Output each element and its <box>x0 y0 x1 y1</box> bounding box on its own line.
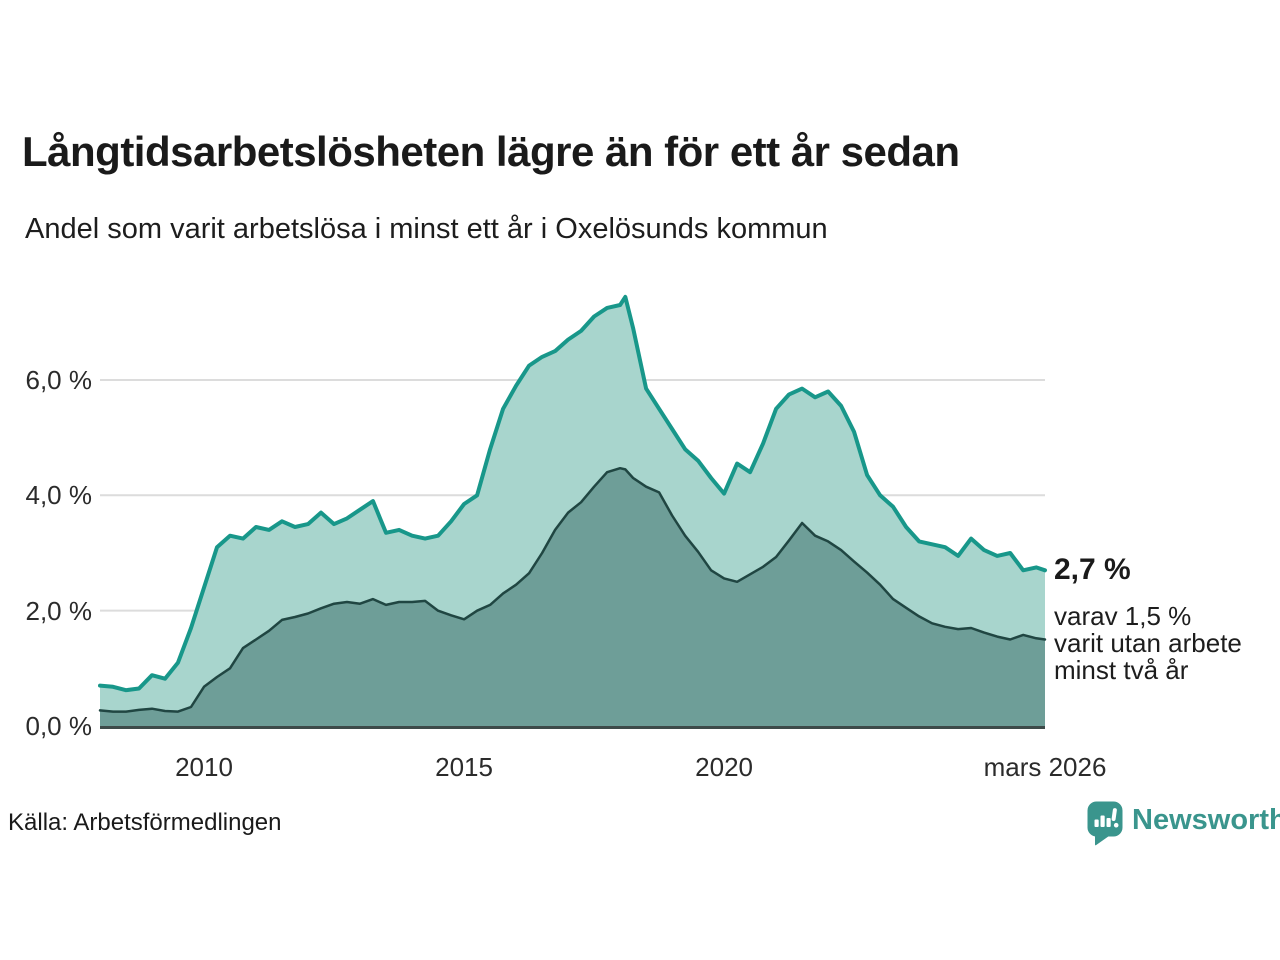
newsworthy-logo-icon <box>1087 801 1123 846</box>
x-tick-label: mars 2026 <box>983 752 1107 782</box>
x-tick-label: 2020 <box>695 752 754 782</box>
line-two-years <box>98 466 1047 713</box>
y-tick-label: 0,0 % <box>25 711 93 741</box>
annotation-detail-line: varit utan arbete <box>1054 628 1242 658</box>
end-value-annotation: 2,7 % <box>1054 553 1131 586</box>
newsworthy-wordmark: Newsworthy <box>1132 804 1280 836</box>
annotation-detail-line: minst två år <box>1054 655 1189 685</box>
page-subtitle: Andel som varit arbetslösa i minst ett å… <box>25 213 828 245</box>
page-title: Långtidsarbetslösheten lägre än för ett … <box>22 128 960 175</box>
x-tick-label: 2015 <box>435 752 493 782</box>
annotation-detail: varav 1,5 % varit utan arbete minst två … <box>1054 603 1242 684</box>
x-tick-label: 2010 <box>175 752 233 782</box>
y-tick-label: 2,0 % <box>25 595 93 626</box>
area-two-years <box>100 468 1045 726</box>
y-tick-label: 6,0 % <box>25 364 93 395</box>
annotation-detail-line: varav 1,5 % <box>1054 601 1192 631</box>
newsworthy-logo: Newsworthy <box>1086 800 1280 846</box>
y-tick-label: 4,0 % <box>25 480 93 511</box>
line-one-year <box>98 294 1047 693</box>
source-text: Källa: Arbetsförmedlingen <box>8 809 282 836</box>
